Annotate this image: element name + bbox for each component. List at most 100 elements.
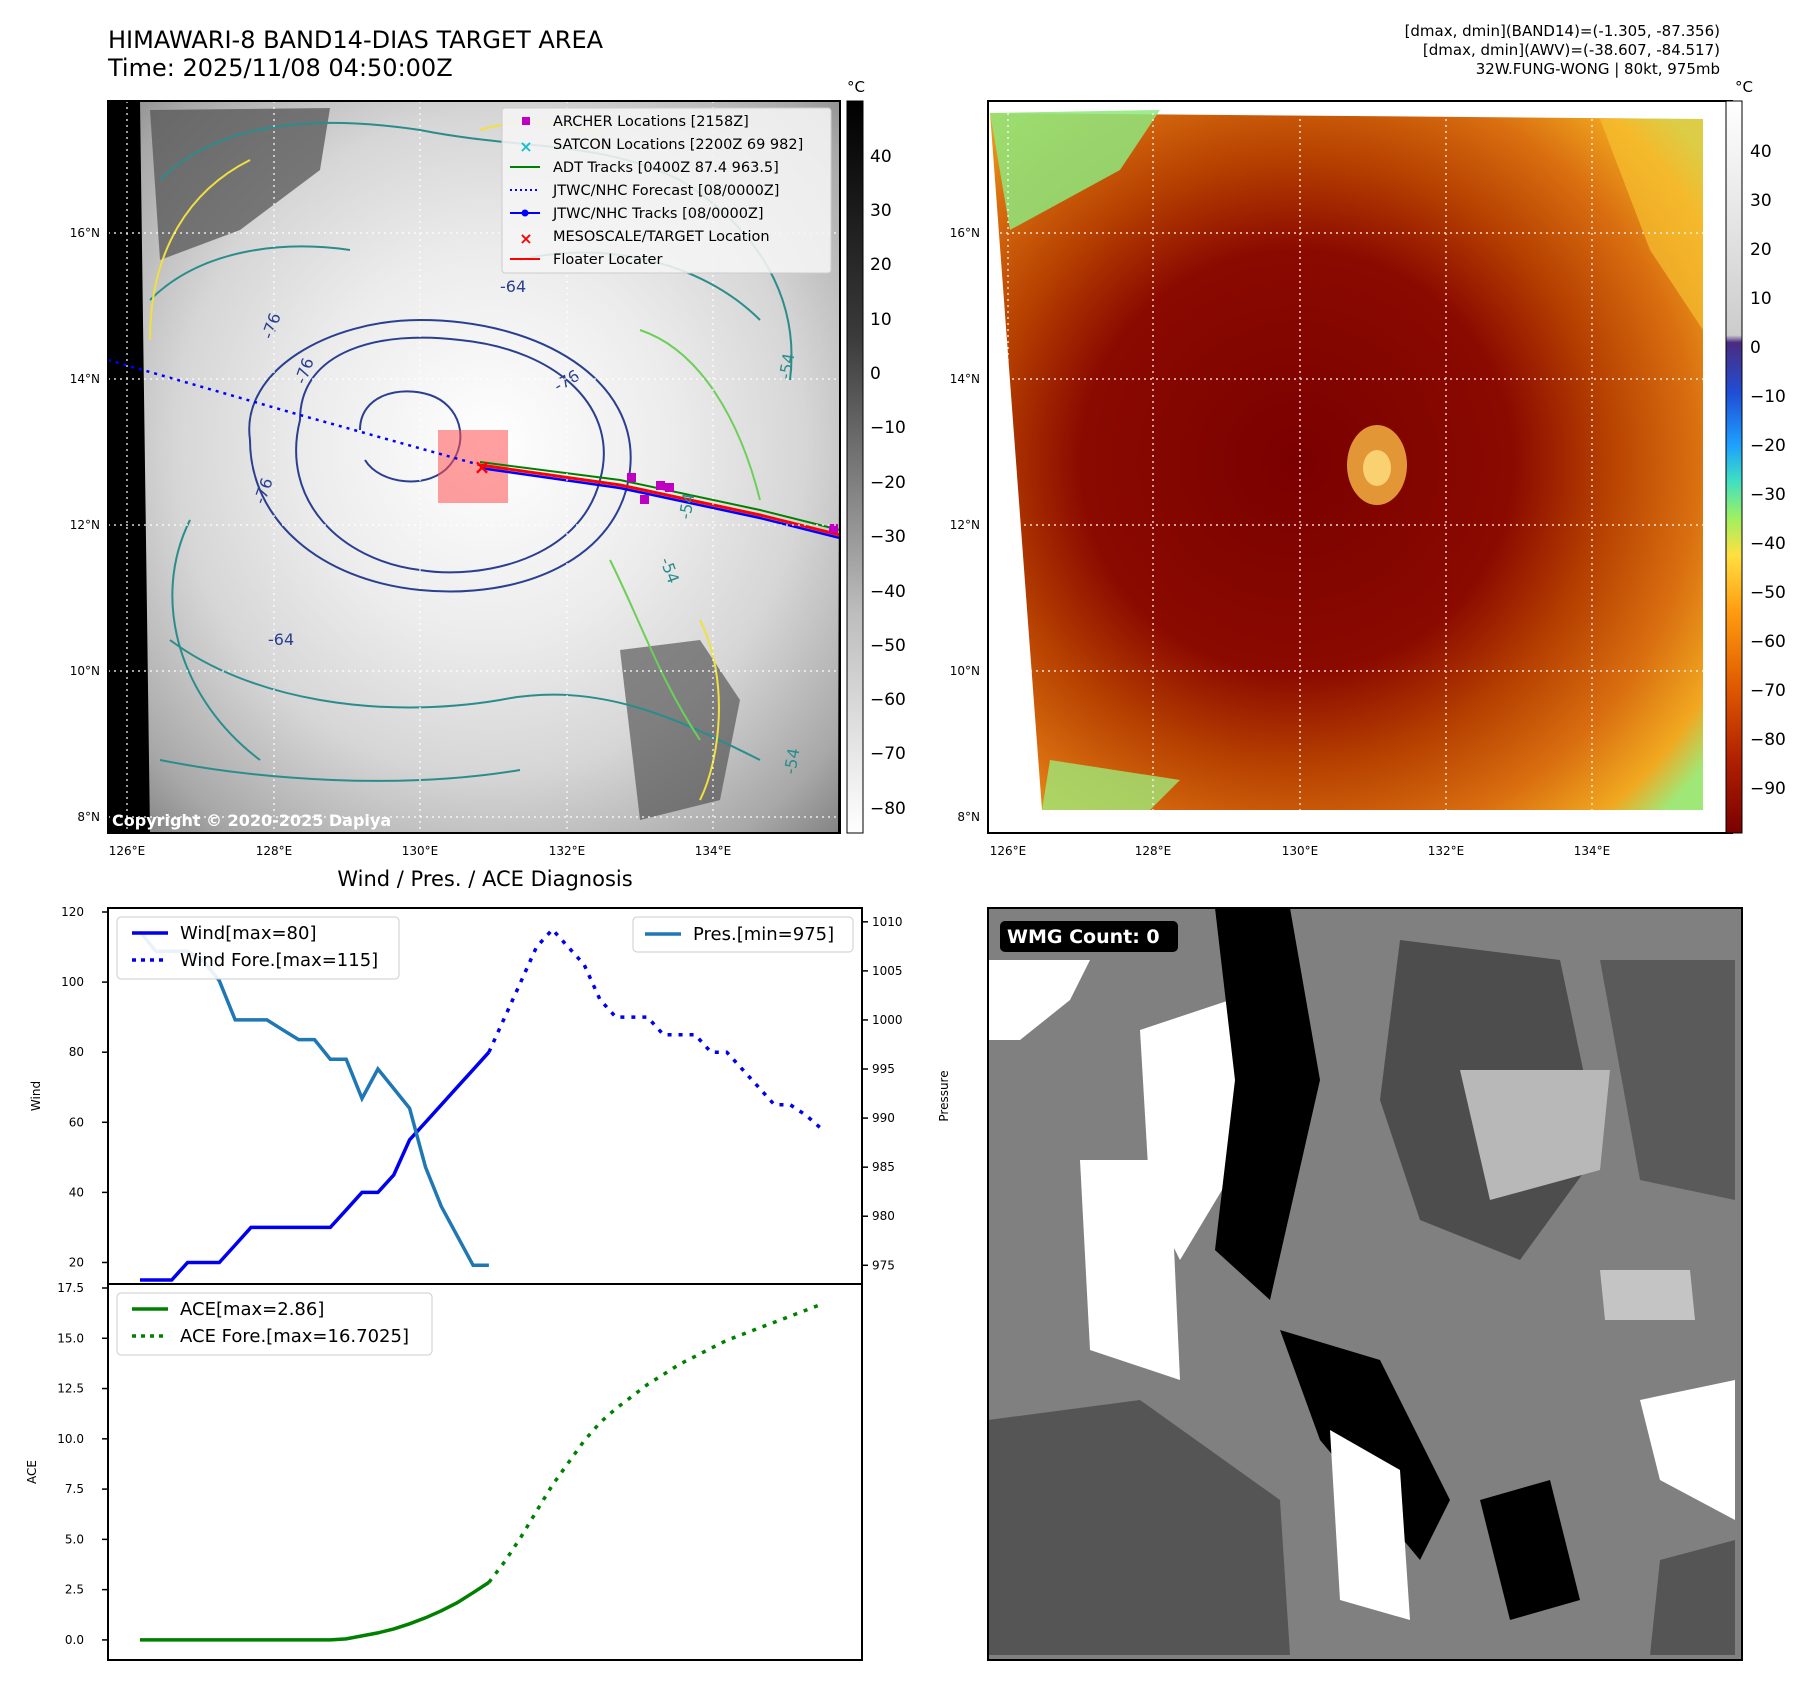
wind-axis-label: Wind <box>29 1081 43 1111</box>
lat-label: 14°N <box>950 372 980 386</box>
lon-label: 126°E <box>109 844 146 858</box>
colorbar-tick: −40 <box>1750 534 1786 554</box>
stats-block: [dmax, dmin](BAND14)=(-1.305, -87.356) [… <box>1405 22 1720 79</box>
x-marker-icon: × <box>519 229 532 248</box>
jtwc-track <box>479 466 840 540</box>
legend-label: ARCHER Locations [2158Z] <box>553 114 749 130</box>
colorbar-tick: 20 <box>870 255 892 275</box>
wmg-block <box>1080 1160 1180 1380</box>
warm-region <box>1042 760 1180 810</box>
wind-tick-label: 40 <box>69 1185 84 1199</box>
wmg-block <box>1480 1480 1580 1620</box>
series-line-0 <box>140 1051 491 1282</box>
colorbar-tick: −30 <box>870 527 906 547</box>
stats-line-1: [dmax, dmin](BAND14)=(-1.305, -87.356) <box>1404 22 1720 40</box>
ace-tick-label: 15.0 <box>57 1331 84 1345</box>
lat-label: 12°N <box>950 518 980 532</box>
colorbar-tick: −60 <box>1750 632 1786 652</box>
colorbar-unit: °C <box>847 78 865 96</box>
lon-label: 134°E <box>695 844 732 858</box>
lat-label: 10°N <box>70 664 100 678</box>
ace-tick-label: 10.0 <box>57 1432 84 1446</box>
wmg-panel: WMG Count: 0 <box>987 907 1743 1661</box>
pressure-tick-label: 990 <box>872 1111 895 1125</box>
lat-label: 12°N <box>70 518 100 532</box>
ace-tick-label: 2.5 <box>65 1583 84 1597</box>
diagnosis-charts: Wind / Pres. / ACE Diagnosis 20 40 60 80 100… <box>25 867 951 1661</box>
legend-label: ACE[max=2.86] <box>180 1299 324 1320</box>
enhanced-imagery <box>990 113 1703 810</box>
colorbar-tick: −30 <box>1750 485 1786 505</box>
adt-track <box>479 461 840 531</box>
ace-tick-label: 5.0 <box>65 1532 84 1546</box>
lat-label: 16°N <box>70 226 100 240</box>
wmg-frame <box>987 907 1743 1661</box>
wmg-block <box>1215 908 1320 1300</box>
x-marker-icon: × <box>519 137 532 156</box>
contour-label: -54 <box>775 352 798 381</box>
wmg-block <box>1640 1380 1735 1520</box>
archer-locations <box>627 473 838 533</box>
pressure-tick-label: 1000 <box>872 1013 903 1027</box>
diagnosis-title: Wind / Pres. / ACE Diagnosis <box>337 867 632 891</box>
contour-lines <box>149 121 793 801</box>
colorbar-tick: 20 <box>1750 240 1772 260</box>
dot-marker-icon <box>521 209 529 217</box>
wmg-block <box>1650 1540 1735 1655</box>
lat-label: 10°N <box>950 664 980 678</box>
legend-label: ACE Fore.[max=16.7025] <box>180 1326 409 1347</box>
colorbar-tick: 30 <box>870 201 892 221</box>
pressure-legend: Pres.[min=975] <box>632 916 854 953</box>
lat-label: 8°N <box>957 810 980 824</box>
colorbar-tick: 0 <box>870 364 881 384</box>
colorbar-tick: 40 <box>1750 142 1772 162</box>
ace-tick-label: 0.0 <box>65 1633 84 1647</box>
title-line-2: Time: 2025/11/08 04:50:00Z <box>108 54 453 82</box>
contour-label: -64 <box>268 630 294 649</box>
legend-label: Pres.[min=975] <box>693 924 834 945</box>
forecast-track <box>108 358 481 467</box>
enhanced-ir-panel: 16°N 14°N 12°N 10°N 8°N 126°E 128°E 130°… <box>950 78 1786 858</box>
legend-frame <box>116 1292 433 1356</box>
lon-label: 128°E <box>1135 844 1172 858</box>
colorbar-tick: −50 <box>1750 583 1786 603</box>
pressure-tick-label: 1010 <box>872 915 903 929</box>
colorbar-tick: −40 <box>870 582 906 602</box>
ace-tick-label: 12.5 <box>57 1382 84 1396</box>
ace-series-line-0 <box>140 1580 490 1642</box>
enhanced-colorbar: °C 40 30 20 10 0 −10 −20 −30 −40 −50 −60… <box>1725 78 1786 834</box>
ace-series-line-1 <box>487 1302 823 1584</box>
dark-cloud-area <box>150 108 330 260</box>
copyright-text: Copyright © 2020-2025 Dapiya <box>112 811 391 830</box>
ace-tick-label: 17.5 <box>57 1281 84 1295</box>
wmg-block <box>1330 1430 1410 1620</box>
target-marker: × <box>474 455 491 479</box>
warm-region <box>1600 119 1703 330</box>
ir-map-panel: × -64 -76 -76 -76 -76 -64 -54 -54 -54 -5… <box>70 78 906 858</box>
wind-axis: 20 40 60 80 100 120 <box>61 905 108 1269</box>
contour-label: -64 <box>500 277 526 296</box>
lon-label: 132°E <box>1428 844 1465 858</box>
gray-colorbar: °C 40 30 20 10 0 −10 −20 −30 −40 −50 −60… <box>846 78 906 834</box>
enhanced-gridlines <box>988 101 1732 833</box>
wmg-block <box>1460 1070 1610 1200</box>
colorbar-tick: −10 <box>1750 387 1786 407</box>
map-legend: × × ARCHER Locations [2158Z] SATCON Loca… <box>501 107 832 274</box>
square-marker-icon <box>522 117 530 125</box>
legend-label: JTWC/NHC Tracks [08/0000Z] <box>552 206 764 222</box>
lon-label: 126°E <box>990 844 1027 858</box>
map-frame <box>107 100 841 834</box>
lat-label: 16°N <box>950 226 980 240</box>
colorbar-tick: −90 <box>1750 779 1786 799</box>
lon-label: 128°E <box>256 844 293 858</box>
colorbar-tick: 30 <box>1750 191 1772 211</box>
legend-frame <box>501 107 832 274</box>
wind-tick-label: 80 <box>69 1045 84 1059</box>
ace-axis-label: ACE <box>25 1460 39 1484</box>
wmg-block <box>988 1400 1290 1655</box>
colorbar-tick: 10 <box>870 310 892 330</box>
pressure-tick-label: 985 <box>872 1160 895 1174</box>
pressure-tick-label: 975 <box>872 1258 895 1272</box>
wmg-block <box>988 960 1090 1040</box>
